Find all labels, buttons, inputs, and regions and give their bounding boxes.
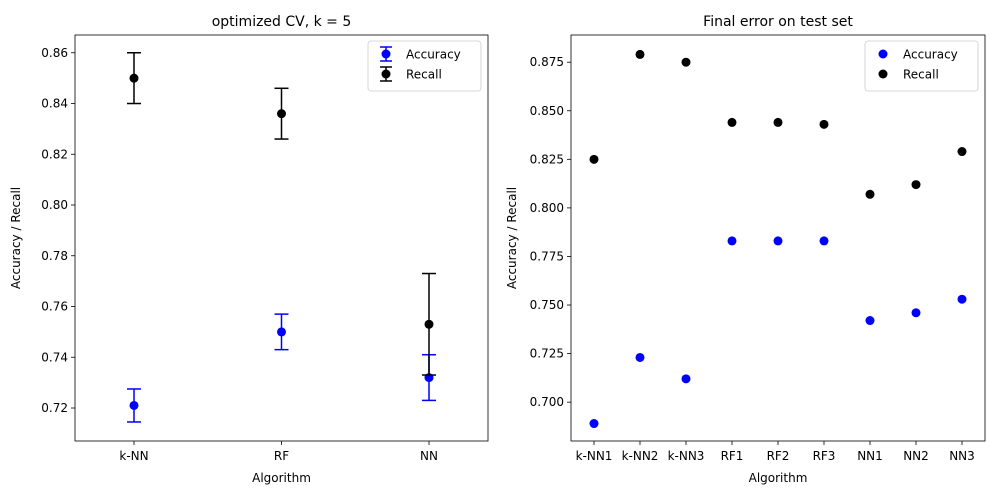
data-point-recall [424,319,434,329]
legend-label: Accuracy [406,48,461,62]
y-tick-label: 0.76 [41,300,68,314]
chart-title: optimized CV, k = 5 [212,14,352,30]
data-point-recall [635,49,645,59]
x-tick-label: RF [274,449,289,463]
y-tick-label: 0.80 [41,198,68,212]
data-point-accuracy [865,316,875,326]
legend-label: Recall [406,68,442,82]
y-tick-label: 0.74 [41,350,68,364]
data-point-accuracy [773,236,783,246]
y-tick-label: 0.78 [41,249,68,263]
y-tick-label: 0.825 [530,152,564,166]
data-point-recall [865,189,875,199]
y-tick-label: 0.850 [530,104,564,118]
chart-title: Final error on test set [703,14,853,30]
x-axis-label: Algorithm [252,471,311,485]
x-axis-label: Algorithm [749,471,808,485]
y-tick-label: 0.700 [530,395,564,409]
y-tick-label: 0.875 [530,55,564,69]
legend-marker [381,49,391,59]
y-tick-label: 0.800 [530,201,564,215]
y-tick-label: 0.725 [530,347,564,361]
x-tick-label: RF3 [813,449,836,463]
data-point-recall [277,109,286,119]
data-point-accuracy [911,308,921,318]
chart-test: Final error on test set 0.700 0.725 0.750 0.… [505,14,986,485]
data-point-recall [589,154,599,164]
data-point-recall [957,147,967,157]
data-point-recall [911,180,921,190]
x-tick-label: NN3 [949,449,975,463]
x-tick-label: NN1 [857,449,883,463]
data-point-recall [773,117,783,127]
x-tick-label: k-NN3 [668,449,705,463]
x-tick-label: k-NN [119,449,148,463]
y-axis-label: Accuracy / Recall [9,187,23,289]
y-tick-label: 0.775 [530,249,564,263]
legend-marker [878,69,888,79]
x-tick-label: NN2 [903,449,929,463]
data-point-accuracy [957,294,967,304]
legend-box [367,40,482,92]
legend-box [864,40,979,92]
x-tick-label: k-NN2 [622,449,659,463]
data-point-accuracy [681,374,691,384]
data-point-accuracy [129,400,139,410]
y-tick-label: 0.86 [41,46,68,60]
x-tick-label: NN [420,449,438,463]
data-point-recall [681,57,691,67]
data-point-recall [727,117,737,127]
y-tick-label: 0.750 [530,298,564,312]
data-point-accuracy [635,352,645,362]
legend: Accuracy Recall [367,40,482,92]
legend: Accuracy Recall [864,40,979,92]
chart-cv: optimized CV, k = 5 0.72 0.74 0.76 0.78 0.80 0… [9,14,489,485]
axes-frame [570,34,986,442]
x-tick-label: RF2 [767,449,790,463]
data-point-accuracy [727,236,737,246]
y-axis-label: Accuracy / Recall [505,187,519,289]
data-point-accuracy [589,419,599,429]
data-point-recall [819,119,829,129]
data-point-recall [129,73,139,83]
y-tick-label: 0.82 [41,147,68,161]
y-tick-label: 0.84 [41,97,68,111]
legend-marker [878,49,888,59]
legend-label: Accuracy [903,48,958,62]
data-point-accuracy [277,327,286,337]
x-tick-label: k-NN1 [576,449,613,463]
x-tick-label: RF1 [721,449,744,463]
axes-frame [74,34,489,442]
legend-marker [381,69,391,79]
data-point-accuracy [819,236,829,246]
legend-label: Recall [903,68,939,82]
y-tick-label: 0.72 [41,401,68,415]
